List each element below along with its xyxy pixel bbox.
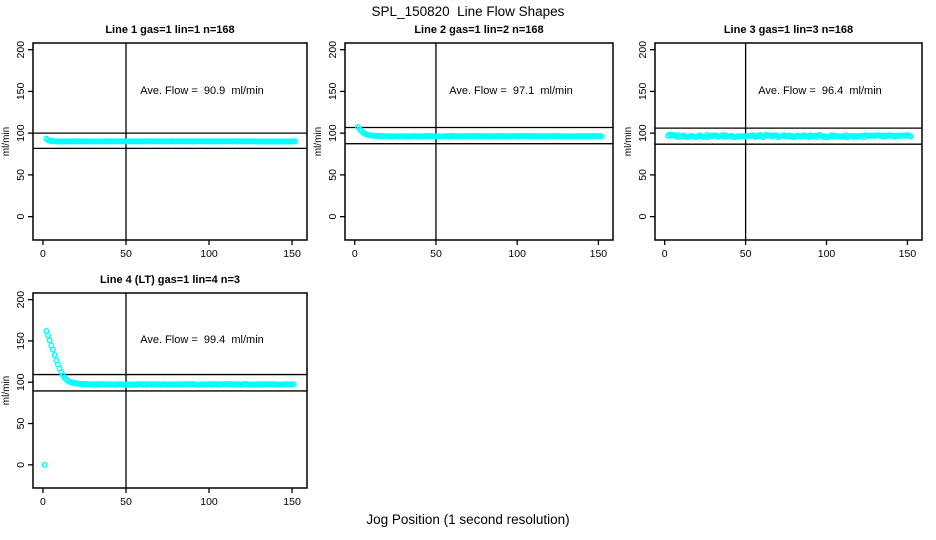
plot-box [32,42,308,241]
y-axis-title: ml/min [624,127,634,156]
subplot-1-canvas: 0 50 100 150 0 50 100 150 200 ml/min [1,41,308,260]
y-axis-tick-label: 150 [327,83,339,101]
y-axis-tick-label: 200 [15,291,27,309]
x-axis-tick-label: 50 [120,496,132,508]
y-axis-title: ml/min [313,127,324,156]
y-axis-tick-label: 150 [15,83,27,101]
subplot-3-annotation: Ave. Flow = 96.4 ml/min [758,85,882,97]
data-points [43,135,299,145]
x-axis-tick-label: 150 [899,248,917,260]
subplot-4-canvas: 0 50 100 150 0 50 100 150 200 ml/min [1,291,308,508]
x-axis-tick-label: 150 [590,248,608,260]
data-points [41,327,297,468]
x-axis: 0 50 100 150 [662,240,917,260]
subplot-1-annotation: Ave. Flow = 90.9 ml/min [140,85,264,97]
y-axis: 0 50 100 150 200 ml/min [313,41,345,220]
x-axis-tick-label: 100 [818,248,836,260]
y-axis-title: ml/min [1,376,12,405]
subplot-3-canvas: 0 50 100 150 0 50 100 150 200 ml/min [624,41,923,260]
x-axis-tick-label: 150 [283,496,301,508]
data-point [51,352,58,359]
y-axis-tick-label: 0 [327,214,339,220]
y-axis-tick-label: 200 [15,41,27,59]
y-axis-tick-label: 50 [637,169,649,181]
subplot-2-annotation: Ave. Flow = 97.1 ml/min [449,85,573,97]
y-axis-tick-label: 100 [327,124,339,142]
x-axis-tick-label: 50 [120,248,132,260]
y-axis: 0 50 100 150 200 ml/min [1,41,33,220]
x-axis-tick-label: 150 [283,248,301,260]
subplot-4-title: Line 4 (LT) gas=1 lin=4 n=3 [99,274,241,286]
data-point [290,381,297,388]
x-axis: 0 50 100 150 [352,240,607,260]
x-axis-tick-label: 0 [352,248,358,260]
data-point [598,133,605,140]
x-axis: 0 50 100 150 [40,488,301,508]
y-axis-tick-label: 200 [327,41,339,59]
outlier-point [41,461,48,468]
y-axis-tick-label: 0 [15,462,27,468]
x-axis-tick-label: 100 [508,248,526,260]
subplot-1-title: Line 1 gas=1 lin=1 n=168 [105,24,235,36]
y-axis-tick-label: 100 [15,373,27,391]
x-axis-tick-label: 50 [430,248,442,260]
y-axis: 0 50 100 150 200 ml/min [1,291,33,468]
x-axis-tick-label: 100 [200,248,218,260]
x-axis-tick-label: 50 [740,248,752,260]
y-axis-tick-label: 200 [637,41,649,59]
data-point [46,337,53,344]
y-axis-tick-label: 150 [15,332,27,350]
x-axis-tick-label: 0 [40,496,46,508]
figure-title: SPL_150820 Line Flow Shapes [371,4,565,19]
y-axis-tick-label: 0 [637,214,649,220]
x-axis-tick-label: 0 [662,248,668,260]
figure-xlabel: Jog Position (1 second resolution) [366,512,570,527]
y-axis-tick-label: 50 [327,169,339,181]
subplot-2-title: Line 2 gas=1 lin=2 n=168 [414,24,544,36]
y-axis-title: ml/min [1,127,12,156]
data-point [44,332,51,339]
x-axis: 0 50 100 150 [40,240,301,260]
y-axis: 0 50 100 150 200 ml/min [624,41,655,220]
y-axis-tick-label: 50 [15,169,27,181]
subplot-2-canvas: 0 50 100 150 0 50 100 150 200 ml/min [313,41,614,260]
plot-box [654,42,923,241]
data-point [292,138,299,145]
y-axis-tick-label: 100 [15,124,27,142]
y-axis-tick-label: 50 [15,418,27,430]
x-axis-tick-label: 100 [200,496,218,508]
data-points [664,131,914,141]
subplot-3-title: Line 3 gas=1 lin=3 n=168 [723,24,854,36]
x-axis-tick-label: 0 [40,248,46,260]
data-point [907,133,914,140]
y-axis-tick-label: 150 [637,83,649,101]
y-axis-tick-label: 0 [15,214,27,220]
data-point [49,346,56,353]
subplot-4-annotation: Ave. Flow = 99.4 ml/min [140,334,264,346]
y-axis-tick-label: 100 [637,124,649,142]
data-points [354,123,605,140]
plot-box [344,42,614,241]
